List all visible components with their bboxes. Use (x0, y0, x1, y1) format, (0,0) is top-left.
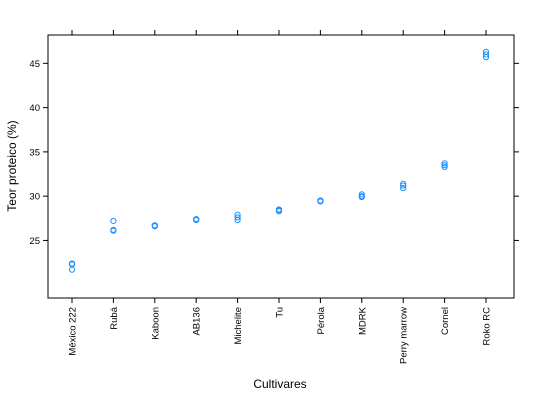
data-point (68, 266, 76, 273)
x-axis-title: Cultivares (253, 377, 306, 391)
data-points (68, 48, 490, 273)
y-tick-label: 45 (29, 59, 40, 70)
x-tick-label: Michelite (233, 307, 244, 345)
plot-frame (47, 34, 515, 299)
x-tick-label: AB136 (192, 307, 203, 336)
x-tick-label: Kaboon (150, 307, 161, 340)
data-point (193, 216, 200, 223)
x-tick-label: Rubá (109, 306, 120, 329)
data-point (110, 226, 117, 233)
y-axis-title: Teor proteico (%) (5, 120, 19, 211)
data-point (400, 180, 407, 187)
x-tick-label: Perry marrow (399, 307, 410, 364)
data-point (441, 160, 448, 167)
x-axis: México 222 Rubá Kaboon AB136 Michelite Tu Péro… (68, 30, 493, 364)
x-tick-label: MDRK (357, 306, 368, 335)
x-tick-label: Roko RC (482, 307, 493, 346)
data-point (234, 211, 241, 218)
data-point (400, 185, 407, 192)
data-point (68, 260, 76, 267)
data-point (234, 214, 241, 221)
data-point (317, 197, 324, 204)
data-point (482, 51, 490, 58)
data-point (358, 191, 365, 198)
data-point (400, 182, 407, 189)
data-point (275, 206, 283, 213)
y-tick-label: 25 (29, 236, 40, 247)
data-point (151, 222, 158, 229)
data-point (441, 162, 448, 169)
data-point (358, 193, 365, 200)
y-tick-label: 35 (29, 147, 40, 158)
data-point (482, 48, 490, 55)
y-tick-label: 30 (29, 192, 40, 203)
x-tick-label: Pérola (316, 306, 327, 334)
x-tick-label: México 222 (68, 307, 79, 356)
data-point (441, 163, 448, 171)
x-tick-label: Cornel (440, 307, 451, 335)
y-axis: 25 30 35 40 45 (29, 59, 519, 247)
x-tick-label: Tu (275, 307, 286, 318)
y-tick-label: 40 (29, 103, 40, 114)
data-point (110, 217, 117, 225)
